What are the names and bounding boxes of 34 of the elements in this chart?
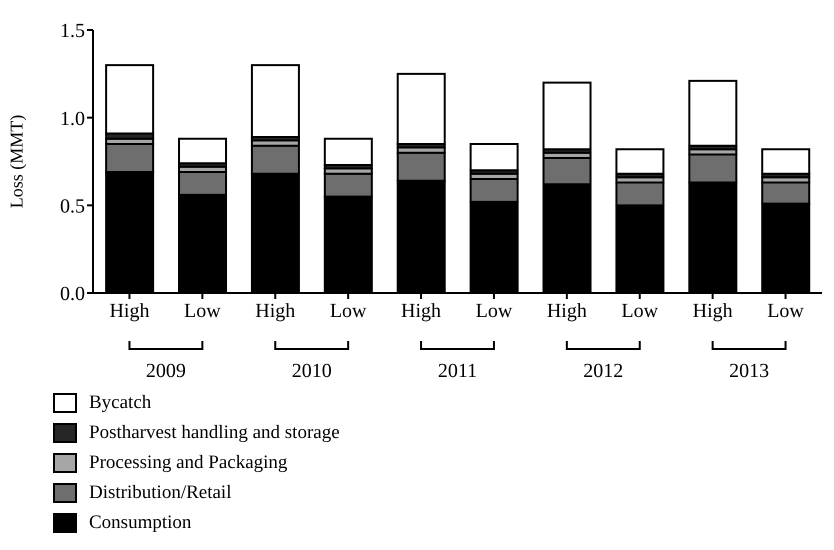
x-tick-label: High [546,300,587,322]
legend-label: Processing and Packaging [89,452,288,474]
bar [542,82,592,150]
y-tick-label: 0.5 [60,195,85,218]
bar [396,72,446,145]
text: 2011 [438,360,478,382]
bar [324,138,373,166]
bar [178,138,228,164]
bar [615,148,664,175]
text: 2009 [146,360,186,382]
bar [688,80,738,147]
legend-label: Bycatch [89,392,152,414]
x-tick-label: High [692,300,733,322]
y-tick-label: 1.5 [60,20,85,42]
text: 2010 [292,360,332,382]
x-tick-label: Low [184,300,222,322]
y-tick-label: 0.0 [60,283,85,306]
y-axis-title: Loss (MMT) [6,114,26,208]
x-tick-label: Low [330,300,368,322]
x-tick-label: High [255,300,296,322]
bar [470,142,519,172]
bar [250,64,300,138]
y-tick-label: 1.0 [60,108,85,130]
text: 2013 [729,360,770,382]
x-tick-label: Low [621,300,659,322]
x-tick-label: Low [476,300,513,322]
x-tick-label: High [401,300,442,322]
legend-label: Consumption [89,512,192,534]
bar [761,148,810,175]
text: 2012 [583,360,624,382]
legend-label: Postharvest handling and storage [89,422,340,444]
legend-label: Distribution/Retail [89,482,232,504]
x-tick-label: High [109,300,150,322]
x-tick-label: Low [767,300,804,322]
